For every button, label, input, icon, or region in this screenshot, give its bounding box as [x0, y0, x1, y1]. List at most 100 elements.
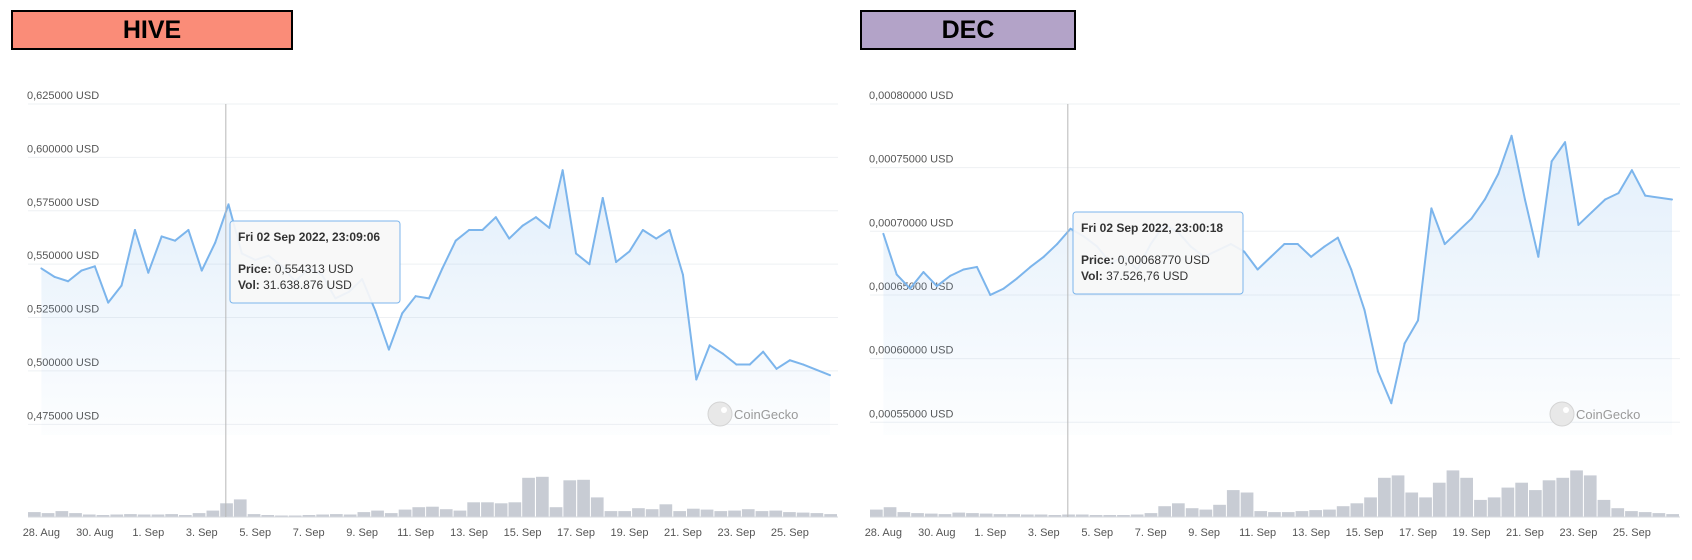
- volume-bar: [769, 510, 783, 517]
- volume-bar: [1117, 515, 1130, 517]
- price-line-segment: [1336, 236, 1353, 271]
- volume-bar: [993, 514, 1007, 517]
- price-line-segment: [668, 228, 684, 276]
- volume-bar: [110, 514, 124, 517]
- price-line-segment: [1457, 217, 1473, 233]
- y-tick-label: 0,575000 USD: [27, 197, 99, 209]
- price-line-segment: [909, 271, 925, 290]
- gecko-logo-icon: [1549, 401, 1575, 427]
- volume-bar: [1364, 497, 1377, 517]
- tooltip-date: Fri 02 Sep 2022, 23:00:18: [1081, 221, 1223, 235]
- volume-bar: [1638, 512, 1652, 517]
- price-line-segment: [1323, 236, 1339, 248]
- watermark-text: CoinGecko: [1576, 407, 1640, 422]
- volume-bar: [714, 511, 728, 517]
- volume-bar: [1295, 511, 1309, 517]
- volume-bar: [522, 477, 535, 517]
- volume-bar: [590, 497, 604, 517]
- volume-bar: [481, 502, 494, 517]
- volume-bar: [206, 510, 220, 517]
- price-line-segment: [575, 252, 591, 266]
- volume-bar: [883, 507, 897, 517]
- price-line-segment: [922, 271, 938, 288]
- volume-bar: [288, 515, 302, 517]
- volume-bar: [659, 504, 673, 517]
- volume-bar: [371, 510, 384, 517]
- price-line-segment: [615, 250, 631, 264]
- price-line-segment: [1350, 268, 1366, 312]
- price-line-segment: [1002, 277, 1019, 290]
- volume-bar: [618, 511, 631, 517]
- volume-bar: [632, 508, 645, 517]
- price-line-segment: [802, 363, 831, 377]
- volume-bar: [1254, 511, 1268, 517]
- volume-bar: [261, 515, 275, 517]
- tooltip-volume: Vol: 31.638.876 USD: [238, 278, 352, 292]
- volume-bar: [1130, 514, 1144, 517]
- price-line-segment: [120, 228, 136, 287]
- tooltip: Fri 02 Sep 2022, 23:00:18 Price: 0,000687…: [1072, 211, 1244, 295]
- volume-bar: [1515, 482, 1528, 517]
- volume-bar: [343, 514, 357, 517]
- tooltip-vol-value: 31.638.876 USD: [260, 278, 352, 292]
- volume-bar: [96, 515, 110, 517]
- volume-bar: [28, 512, 41, 517]
- price-line-segment: [895, 273, 912, 290]
- price-line-segment: [387, 312, 404, 351]
- price-area: [883, 135, 1672, 436]
- volume-bar: [1597, 499, 1611, 517]
- volume-bar: [1021, 514, 1034, 517]
- price-line-segment: [962, 265, 978, 271]
- tooltip-price: Price: 0,00068770 USD: [1081, 253, 1210, 267]
- volume-bar: [1556, 477, 1570, 517]
- volume-bar: [1570, 470, 1583, 517]
- y-tick-label: 0,00075000 USD: [869, 154, 953, 166]
- y-tick-label: 0,00070000 USD: [869, 217, 953, 229]
- x-tick-label: 21. Sep: [1506, 527, 1544, 539]
- volume-bar: [426, 506, 439, 517]
- price-line-segment: [147, 235, 163, 274]
- price-line-segment: [133, 228, 150, 274]
- x-tick-label: 21. Sep: [664, 527, 702, 539]
- price-line-segment: [441, 239, 457, 270]
- volume-bar: [1583, 475, 1597, 517]
- price-line-segment: [187, 228, 203, 272]
- volume-bar: [810, 513, 824, 517]
- dec-label: DEC: [860, 10, 1076, 50]
- tooltip-price-label: Price:: [238, 262, 271, 276]
- tooltip-box: [229, 220, 401, 304]
- price-line-segment: [628, 228, 644, 253]
- volume-bar: [796, 512, 810, 517]
- volume-bar: [55, 511, 69, 517]
- y-tick-label: 0,00080000 USD: [869, 90, 953, 102]
- volume-bar: [69, 513, 82, 517]
- volume-bar: [179, 515, 192, 517]
- volume-bar: [233, 499, 247, 517]
- volume-bar: [1336, 506, 1350, 517]
- volume-bar: [870, 509, 883, 517]
- price-line-segment: [53, 275, 70, 283]
- price-line-segment: [1363, 309, 1379, 373]
- volume-bar: [1378, 477, 1391, 517]
- price-line-segment: [160, 235, 177, 242]
- price-line-segment: [1537, 160, 1553, 258]
- y-tick-label: 0,600000 USD: [27, 143, 99, 155]
- price-line-segment: [1483, 173, 1500, 201]
- volume-bar: [1062, 514, 1075, 517]
- x-tick-label: 1. Sep: [132, 527, 164, 539]
- volume-bar: [412, 507, 426, 517]
- price-line-segment: [1604, 192, 1620, 201]
- price-line-segment: [1390, 342, 1406, 405]
- price-line-segment: [107, 284, 123, 304]
- volume-bar: [728, 510, 741, 517]
- volume-bar: [1144, 513, 1158, 517]
- tooltip-vol-value: 37.526,76 USD: [1103, 269, 1189, 283]
- tooltip-volume: Vol: 37.526,76 USD: [1081, 269, 1189, 283]
- x-tick-label: 25. Sep: [771, 527, 809, 539]
- x-tick-label: 9. Sep: [346, 527, 378, 539]
- volume-bar: [41, 513, 55, 517]
- price-line-segment: [1430, 207, 1446, 246]
- volume-bar: [1213, 504, 1226, 518]
- price-line-segment: [989, 287, 1005, 296]
